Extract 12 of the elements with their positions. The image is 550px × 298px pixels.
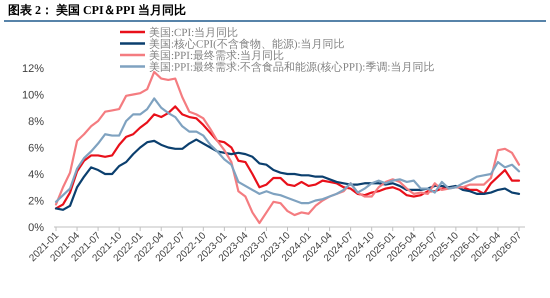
legend-label: 美国:CPI:当月同比 <box>149 26 238 39</box>
y-tick-label: 0% <box>28 222 44 234</box>
title: 图表 2： 美国 CPI＆PPI 当月同比 <box>8 3 186 17</box>
legend-label: 美国:PPI:最终需求:当月同比 <box>149 49 284 62</box>
y-tick-label: 2% <box>28 196 44 208</box>
y-tick-label: 8% <box>28 116 44 128</box>
legend-label: 美国:PPI:最终需求:不含食品和能源(核心PPI):季调:当月同比 <box>149 60 434 74</box>
legend-label: 美国:核心CPI(不含食物、能源):当月同比 <box>149 38 345 50</box>
y-tick-label: 12% <box>22 63 44 75</box>
y-tick-label: 4% <box>28 169 44 181</box>
y-tick-label: 6% <box>28 142 44 154</box>
y-tick-label: 10% <box>22 90 44 102</box>
